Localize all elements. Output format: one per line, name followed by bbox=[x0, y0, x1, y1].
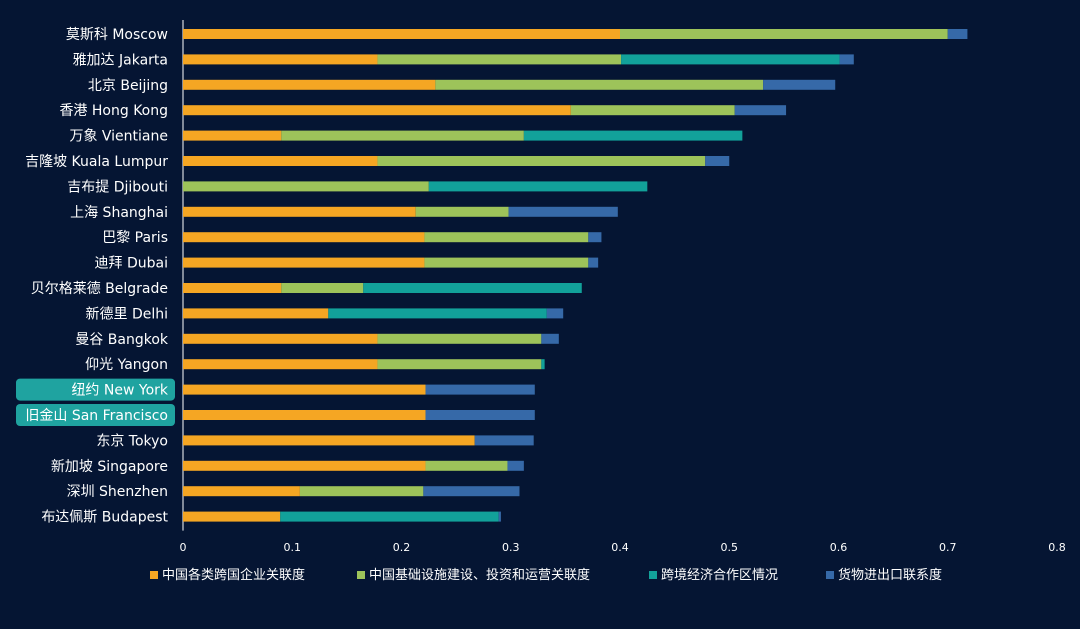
bar-segment bbox=[947, 29, 968, 39]
bar-segment bbox=[183, 156, 378, 166]
bar-segment bbox=[425, 384, 535, 395]
x-tick-label: 0.7 bbox=[939, 541, 957, 554]
bar-segment bbox=[523, 130, 743, 141]
bar-segment bbox=[705, 156, 730, 166]
x-tick-label: 0 bbox=[180, 541, 187, 554]
bar-segment bbox=[363, 283, 582, 293]
legend-swatch bbox=[649, 571, 657, 579]
bar-segment bbox=[621, 54, 840, 65]
bar-segment bbox=[328, 308, 547, 319]
bar-segment bbox=[763, 79, 836, 90]
category-highlight bbox=[16, 404, 175, 426]
bar-segment bbox=[183, 181, 429, 192]
bar-segment bbox=[541, 359, 545, 370]
category-label: 布达佩斯 Budapest bbox=[41, 510, 168, 526]
bar-segment bbox=[183, 105, 571, 116]
bar-segment bbox=[281, 130, 524, 141]
legend-label: 货物进出口联系度 bbox=[838, 567, 942, 583]
category-label: 曼谷 Bangkok bbox=[75, 332, 169, 348]
bar-segment bbox=[377, 333, 542, 344]
legend-swatch bbox=[150, 571, 158, 579]
bar-segment bbox=[183, 54, 378, 65]
bar-segment bbox=[588, 232, 602, 243]
bar-segment bbox=[183, 232, 425, 243]
category-label: 莫斯科 Moscow bbox=[66, 27, 168, 43]
bar-segment bbox=[377, 54, 622, 65]
category-label: 新加坡 Singapore bbox=[51, 459, 168, 475]
category-label: 雅加达 Jakarta bbox=[73, 52, 168, 68]
bar-segment bbox=[183, 130, 282, 141]
category-label: 新德里 Delhi bbox=[86, 306, 169, 322]
bar-segment bbox=[183, 359, 378, 370]
bar-segment bbox=[435, 79, 764, 90]
legend-label: 跨境经济合作区情况 bbox=[661, 568, 778, 583]
legend-swatch bbox=[826, 571, 834, 579]
bar-segment bbox=[183, 257, 425, 268]
bar-segment bbox=[570, 105, 735, 116]
category-label: 吉布提 Djibouti bbox=[67, 179, 168, 195]
bar-segment bbox=[588, 257, 599, 268]
legend-label: 中国基础设施建设、投资和运营关联度 bbox=[369, 567, 590, 583]
category-label: 纽约 New York bbox=[71, 383, 168, 399]
x-tick-label: 0.5 bbox=[721, 541, 739, 554]
bar-segment bbox=[377, 359, 542, 370]
legend-swatch bbox=[357, 571, 365, 579]
bar-segment bbox=[183, 283, 282, 293]
bar-segment bbox=[498, 511, 501, 522]
category-label: 深圳 Shenzhen bbox=[67, 484, 168, 500]
bar-segment bbox=[424, 232, 589, 243]
x-tick-label: 0.2 bbox=[393, 541, 411, 554]
bar-segment bbox=[507, 460, 524, 471]
category-label: 仰光 Yangon bbox=[85, 357, 168, 373]
bar-segment bbox=[183, 29, 620, 39]
bar-segment bbox=[183, 435, 475, 446]
bar-segment bbox=[299, 486, 424, 497]
bar-segment bbox=[415, 206, 509, 217]
category-label: 吉隆坡 Kuala Lumpur bbox=[25, 154, 168, 170]
category-label: 香港 Hong Kong bbox=[59, 103, 168, 119]
category-highlight bbox=[16, 378, 175, 401]
bar-segment bbox=[734, 105, 787, 116]
category-label: 万象 Vientiane bbox=[69, 129, 168, 145]
category-label: 迪拜 Dubai bbox=[95, 256, 168, 272]
bar-segment bbox=[839, 54, 854, 65]
bar-segment bbox=[428, 181, 648, 192]
x-tick-label: 0.1 bbox=[284, 541, 302, 554]
x-tick-label: 0.3 bbox=[502, 541, 520, 554]
bar-segment bbox=[183, 79, 436, 90]
bar-segment bbox=[183, 410, 426, 420]
bar-segment bbox=[425, 410, 535, 420]
x-tick-label: 0.4 bbox=[611, 541, 629, 554]
legend-label: 中国各类跨国企业关联度 bbox=[162, 567, 305, 583]
bar-segment bbox=[183, 206, 416, 217]
bar-segment bbox=[424, 257, 589, 268]
bar-segment bbox=[620, 29, 948, 39]
category-label: 巴黎 Paris bbox=[102, 230, 168, 246]
bar-segment bbox=[546, 308, 564, 319]
bar-segment bbox=[183, 333, 378, 344]
bar-segment bbox=[183, 384, 426, 395]
bar-segment bbox=[183, 460, 426, 471]
bar-segment bbox=[425, 460, 508, 471]
bar-segment bbox=[508, 206, 618, 217]
category-label: 旧金山 San Francisco bbox=[25, 408, 168, 424]
bar-segment bbox=[183, 511, 281, 522]
bar-segment bbox=[281, 283, 364, 293]
category-label: 北京 Beijing bbox=[88, 78, 168, 94]
category-label: 上海 Shanghai bbox=[70, 205, 168, 221]
category-label: 贝尔格莱德 Belgrade bbox=[31, 281, 168, 297]
bar-segment bbox=[541, 333, 559, 344]
x-tick-label: 0.6 bbox=[830, 541, 848, 554]
bar-segment bbox=[423, 486, 520, 497]
bar-segment bbox=[474, 435, 534, 446]
category-label: 东京 Tokyo bbox=[96, 433, 168, 449]
bar-segment bbox=[280, 511, 499, 522]
bar-segment bbox=[183, 486, 300, 497]
bar-segment bbox=[183, 308, 329, 319]
bar-segment bbox=[377, 156, 706, 166]
x-tick-label: 0.8 bbox=[1048, 541, 1066, 554]
